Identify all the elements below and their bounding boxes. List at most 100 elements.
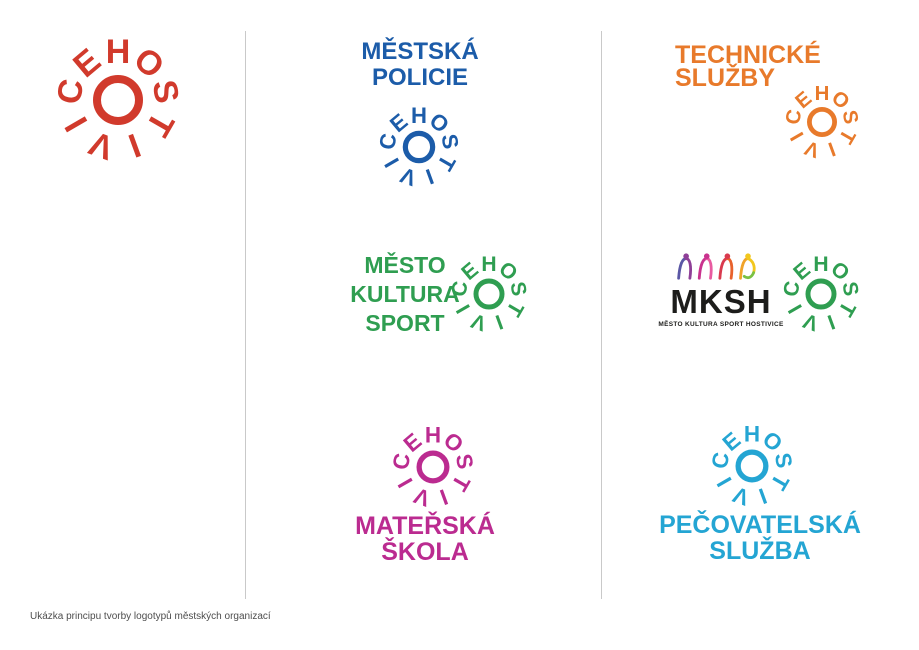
sun-letter-t-3: T (833, 297, 861, 321)
sun-letter-c-7: C (781, 107, 807, 127)
sun-center-ring (473, 278, 505, 310)
figure2-left-stroke (697, 257, 709, 280)
sun-letter-h-0: H (814, 81, 830, 105)
sun-letter-i-6: I (57, 110, 96, 138)
sun-letter-i-4: I (436, 483, 452, 510)
column-divider-right (601, 31, 602, 599)
mksh-tagline: MĚSTO KULTURA SPORT HOSTIVICE (658, 321, 784, 328)
sun-letter-o-1: O (827, 86, 854, 114)
kultura-line-1: MĚSTO (364, 252, 446, 278)
sun-letter-o-1: O (424, 108, 454, 139)
figure1-right-stroke (684, 257, 693, 280)
sun-letter-t-3: T (765, 469, 794, 495)
sun-letter-v-5: V (729, 481, 753, 511)
figure1-head (683, 253, 689, 260)
sun-center-ring (416, 450, 450, 484)
sheet-caption: Ukázka principu tvorby logotypů městskýc… (30, 611, 271, 622)
sun-letter-o-1: O (494, 256, 522, 286)
sun-center-ring (807, 107, 837, 137)
technicke-line-2: SLUŽBY (675, 64, 775, 92)
figure2-right-stroke (705, 257, 713, 280)
sun-letter-e-8: E (788, 257, 815, 285)
sun-letter-h-0: H (411, 103, 427, 129)
sun-letter-h-0: H (105, 33, 131, 71)
mksh-title: MKSH (670, 283, 772, 320)
sun-letter-t-3: T (833, 125, 860, 148)
sun-letter-e-8: E (456, 257, 483, 285)
sun-letter-i-4: I (123, 125, 146, 165)
policie-line-2: POLICIE (371, 64, 468, 91)
sun-center-ring (805, 278, 837, 310)
sun-letter-s-2: S (450, 451, 478, 472)
figure4-tail-stroke (742, 271, 756, 280)
sun-letter-i-6: I (451, 300, 475, 318)
policie-line-1: MĚSTSKÁ (361, 38, 479, 65)
sun-letter-v-5: V (410, 482, 434, 512)
sun-letter-h-0: H (481, 252, 497, 277)
sun-letter-h-0: H (424, 422, 442, 448)
sun-letter-v-5: V (800, 308, 822, 336)
sun-letter-t-3: T (431, 150, 461, 175)
sun-letter-o-1: O (757, 426, 788, 457)
sun-letter-t-3: T (446, 470, 475, 496)
sun-letter-i-6: I (785, 128, 809, 145)
figure3-right-stroke (725, 257, 734, 280)
sun-center-ring (735, 449, 769, 483)
pecovatelska-title: PEČOVATELSKÁ SLUŽBA (650, 512, 870, 564)
sun-letter-i-6: I (393, 473, 418, 492)
figure4-head (745, 253, 751, 260)
sun-letter-c-7: C (707, 450, 735, 471)
sun-letter-c-7: C (49, 76, 92, 108)
technicke-line-1: TECHNICKÉ (675, 41, 821, 69)
figure4-right-stroke (746, 257, 756, 275)
sun-letter-s-2: S (436, 132, 464, 151)
sun-letter-e-8: E (398, 428, 427, 458)
sun-letter-c-7: C (778, 279, 805, 299)
sun-letter-t-3: T (137, 105, 182, 143)
sun-letter-s-2: S (144, 77, 186, 107)
sun-letter-s-2: S (837, 279, 864, 298)
sun-letter-o-1: O (438, 427, 469, 458)
kultura-line-3: SPORT (365, 310, 445, 336)
sun-letter-i-6: I (783, 300, 807, 318)
sun-letter-v-5: V (397, 162, 420, 191)
pecovatelska-line-1: PEČOVATELSKÁ (659, 511, 861, 539)
sun-letter-o-1: O (126, 40, 172, 87)
sun-letter-i-6: I (712, 472, 737, 491)
sun-letter-o-1: O (826, 256, 854, 286)
sun-letter-e-8: E (717, 427, 746, 457)
materska-line-1: MATEŘSKÁ (355, 512, 495, 540)
figure3-left-stroke (718, 257, 729, 280)
sun-center-ring (402, 130, 436, 164)
sun-letter-h-0: H (813, 252, 829, 277)
sun-letter-i-6: I (379, 153, 405, 172)
sun-letter-i-4: I (492, 309, 506, 335)
pecovatelska-line-2: SLUŽBA (709, 537, 811, 565)
sun-letter-v-5: V (801, 136, 823, 163)
kultura-title: MĚSTO KULTURA SPORT (305, 251, 505, 338)
sun-letter-h-0: H (743, 421, 761, 447)
technicke-title: TECHNICKÉ SLUŽBY (675, 41, 895, 92)
sun-center-ring (93, 75, 143, 125)
column-divider-left (245, 31, 246, 599)
sun-letter-s-2: S (769, 450, 797, 471)
sun-letter-e-8: E (385, 108, 413, 138)
sun-letter-i-4: I (755, 482, 771, 509)
sun-letter-c-7: C (388, 451, 416, 472)
sun-letter-v-5: V (84, 123, 119, 167)
sun-letter-s-2: S (837, 108, 863, 126)
sun-letter-i-4: I (824, 309, 838, 335)
sun-letter-c-7: C (374, 131, 402, 152)
mksh-dancing-figures-icon (677, 253, 756, 280)
sun-letter-e-8: E (66, 41, 109, 86)
kultura-line-2: KULTURA (350, 281, 460, 307)
sun-letter-e-8: E (790, 86, 817, 114)
